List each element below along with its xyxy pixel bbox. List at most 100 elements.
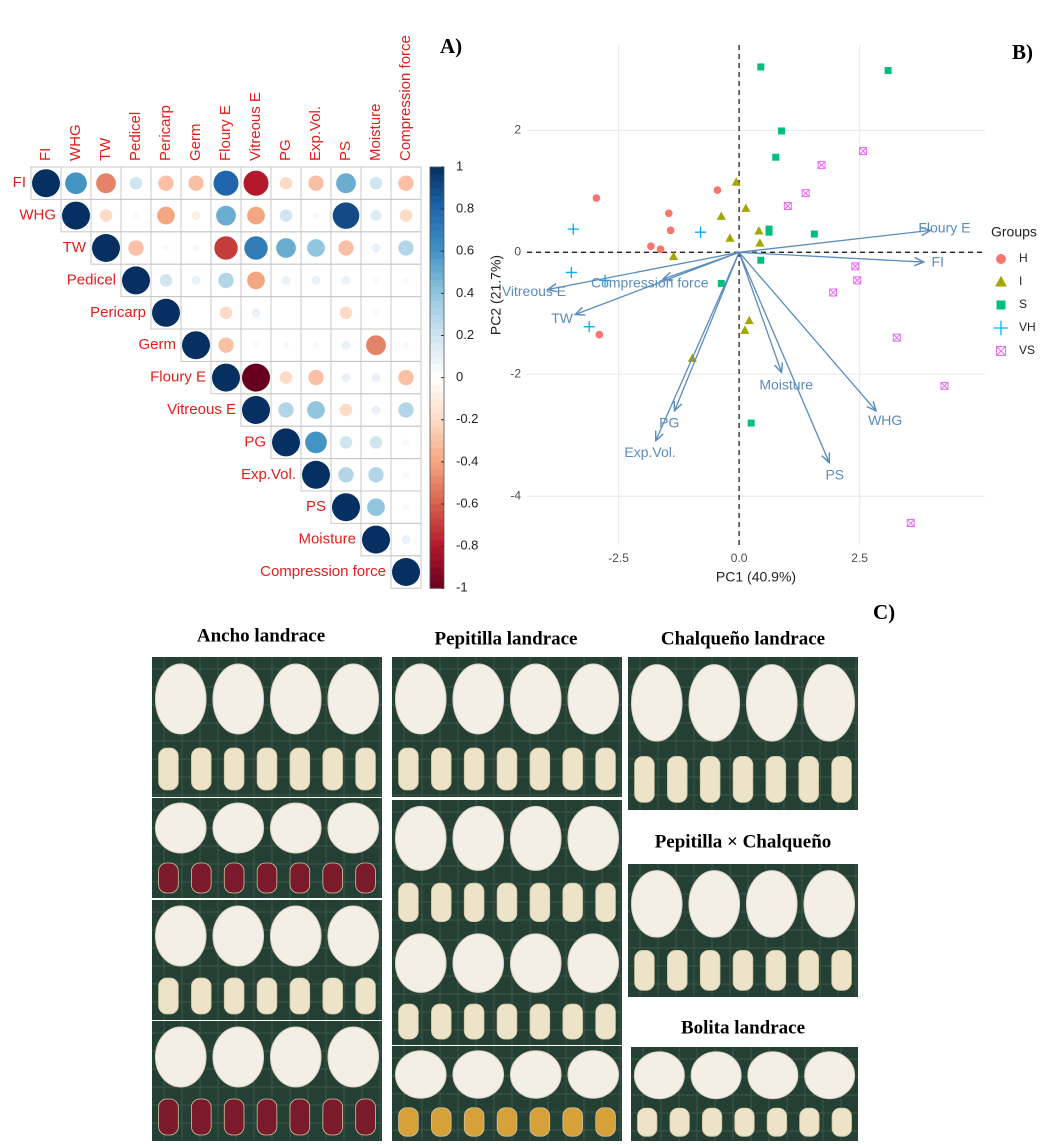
- colorbar-step: [430, 413, 444, 421]
- raw-kernel: [497, 883, 517, 921]
- popped-kernel: [510, 1051, 561, 1099]
- colorbar-step: [430, 293, 444, 301]
- photo-title: Bolita landrace: [681, 1017, 805, 1038]
- corr-circle: [283, 342, 289, 348]
- point: [665, 209, 673, 217]
- raw-kernel: [497, 1108, 517, 1137]
- row-label: Compression force: [260, 563, 386, 580]
- raw-kernel: [290, 863, 310, 893]
- popped-kernel: [328, 803, 379, 853]
- point: [657, 245, 665, 253]
- corr-circle: [276, 238, 296, 258]
- row-label: Moisture: [298, 531, 356, 548]
- raw-kernel: [596, 883, 616, 921]
- point: [994, 321, 1008, 335]
- colorbar-step: [430, 420, 444, 428]
- corr-circle: [122, 266, 150, 294]
- colorbar-step: [430, 462, 444, 470]
- corr-circle: [242, 364, 270, 392]
- corr-circle: [398, 240, 413, 255]
- raw-kernel: [596, 1004, 616, 1039]
- raw-kernel: [563, 883, 583, 921]
- popped-kernel: [155, 803, 206, 853]
- photo: [152, 900, 382, 1020]
- popped-kernel: [328, 1027, 379, 1087]
- panel-label: A): [440, 34, 462, 58]
- corr-circle: [280, 371, 293, 384]
- legend-text: VS: [1019, 343, 1035, 357]
- raw-kernel: [224, 863, 244, 893]
- cell: [391, 297, 421, 329]
- loading-label: WHG: [868, 412, 902, 428]
- raw-kernel: [290, 748, 310, 790]
- raw-kernel: [431, 883, 451, 921]
- corr-circle: [272, 428, 300, 456]
- point: [995, 276, 1007, 287]
- popped-kernel: [395, 934, 446, 993]
- raw-kernel: [530, 748, 550, 790]
- colorbar-step: [430, 511, 444, 519]
- popped-kernel: [155, 1027, 206, 1087]
- point: [595, 331, 603, 339]
- cell: [271, 297, 301, 329]
- colorbar-step: [430, 574, 444, 582]
- corr-circle: [192, 211, 201, 220]
- column-label: Germ: [187, 124, 204, 162]
- colorbar-step: [430, 560, 444, 568]
- colorbar-step: [430, 279, 444, 287]
- colorbar-step: [430, 364, 444, 372]
- colorbar-step: [430, 286, 444, 294]
- panel-label: C): [873, 600, 895, 624]
- raw-kernel: [399, 883, 419, 921]
- raw-kernel: [356, 1099, 376, 1135]
- popped-kernel: [453, 1051, 504, 1099]
- corr-circle: [372, 244, 381, 253]
- raw-kernel: [530, 1004, 550, 1039]
- row-label: WHG: [19, 207, 56, 224]
- corr-circle: [398, 402, 413, 417]
- corr-circle: [100, 209, 113, 222]
- colorbar-step: [430, 483, 444, 491]
- raw-kernel: [464, 748, 484, 790]
- colorbar-step: [430, 335, 444, 343]
- raw-kernel: [224, 978, 244, 1014]
- popped-kernel: [634, 1052, 684, 1099]
- colorbar-step: [430, 539, 444, 547]
- photo: [628, 657, 858, 810]
- corr-circle: [220, 307, 233, 320]
- raw-kernel: [159, 1099, 179, 1135]
- popped-kernel: [746, 665, 797, 742]
- photo: [152, 1021, 382, 1141]
- corr-circle: [340, 307, 353, 320]
- corr-circle: [243, 171, 268, 196]
- y-tick-label: 2: [514, 123, 521, 137]
- raw-kernel: [767, 1108, 786, 1136]
- colorbar-step: [430, 469, 444, 477]
- column-label: Vitreous E: [247, 92, 264, 161]
- raw-kernel: [563, 1108, 583, 1137]
- corr-circle: [308, 370, 323, 385]
- corr-circle: [307, 239, 325, 257]
- row-label: TW: [63, 239, 87, 256]
- row-label: Exp.Vol.: [241, 466, 296, 483]
- raw-kernel: [257, 748, 277, 790]
- corr-circle: [308, 176, 323, 191]
- photo: [628, 864, 858, 997]
- row-label: Germ: [139, 336, 177, 353]
- popped-kernel: [155, 906, 206, 966]
- raw-kernel: [159, 863, 179, 893]
- row-label: Pedicel: [67, 271, 116, 288]
- loading-label: Floury E: [918, 219, 970, 235]
- colorbar-step: [430, 181, 444, 189]
- corr-circle: [188, 176, 203, 191]
- corr-circle: [340, 404, 353, 417]
- popped-kernel: [691, 1052, 741, 1099]
- loading-label: Exp.Vol.: [624, 444, 675, 460]
- raw-kernel: [191, 978, 211, 1014]
- popped-kernel: [328, 664, 379, 734]
- corr-circle: [280, 177, 293, 190]
- popped-kernel: [631, 665, 682, 742]
- x-tick-label: -2.5: [608, 551, 629, 565]
- colorbar-label: -0.6: [456, 495, 478, 510]
- x-tick-label: 0.0: [731, 551, 748, 565]
